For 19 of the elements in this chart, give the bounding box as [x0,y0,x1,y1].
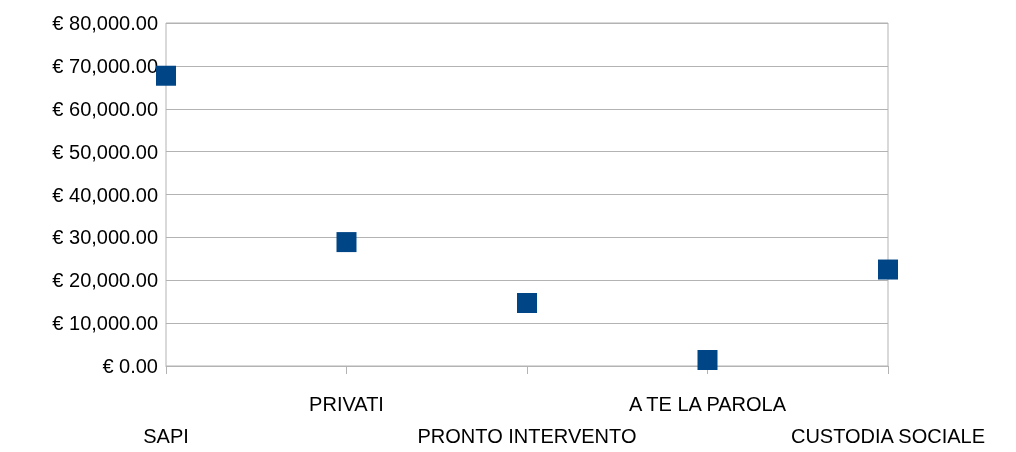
x-tick-label: A TE LA PAROLA [628,393,787,415]
point [878,259,898,280]
y-tick-label: € 0.00 [102,355,158,377]
y-tick-label: € 50,000.00 [52,140,158,163]
y-tick-label: € 10,000.00 [52,312,158,335]
y-tick-label: € 20,000.00 [52,269,158,292]
y-tick-label: € 40,000.00 [52,183,158,206]
y-tick-label: € 60,000.00 [52,97,158,120]
y-tick-label: € 30,000.00 [52,226,158,249]
point [336,232,357,253]
x-tick-label: CUSTODIA SOCIALE [790,425,986,447]
x-tick-label: SAPI [143,425,189,447]
y-tick-label: € 80,000.00 [52,12,158,34]
point [517,292,537,313]
x-tick-label: PRIVATI [309,393,384,415]
point [697,350,718,370]
x-tick-label: PRONTO INTERVENTO [417,425,637,447]
y-tick-label: € 70,000.00 [52,54,158,77]
point [156,65,176,86]
